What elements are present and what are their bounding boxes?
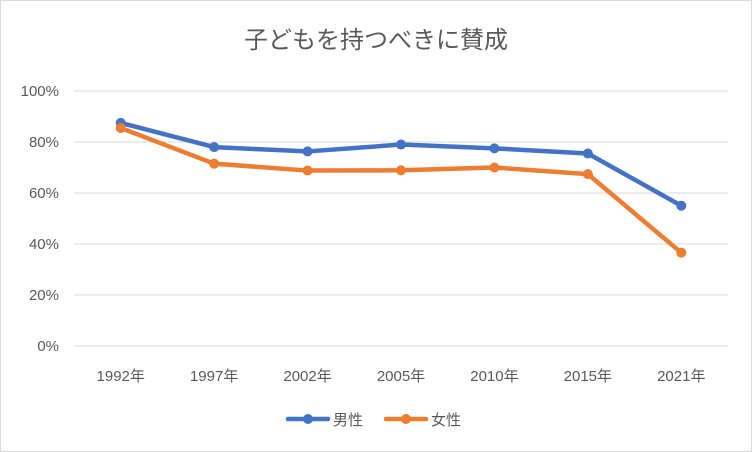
y-tick-label: 40% (29, 236, 59, 253)
x-tick-label: 2002年 (283, 368, 331, 385)
data-point (582, 169, 593, 180)
data-point (396, 165, 406, 176)
x-tick-label: 2021年 (657, 368, 705, 385)
data-point (209, 158, 220, 169)
x-tick-label: 1992年 (97, 368, 145, 385)
data-point (676, 200, 687, 211)
gridlines (74, 90, 728, 347)
x-tick-label: 2010年 (470, 368, 518, 385)
legend-item: 男性 (285, 411, 363, 429)
data-point (582, 148, 593, 159)
data-point (115, 122, 126, 133)
chart-title: 子どもを持つべきに賛成 (244, 26, 508, 54)
y-axis-ticks: 0% 20% 40% 60% 80% 100% (21, 83, 59, 355)
data-point (489, 162, 500, 173)
data-point (489, 143, 500, 154)
y-tick-label: 20% (29, 287, 59, 304)
series-layer (115, 117, 687, 258)
data-point (396, 139, 406, 150)
x-tick-label: 2015年 (564, 368, 612, 385)
legend-item: 女性 (383, 411, 461, 429)
data-point (209, 142, 220, 153)
series-2 (115, 122, 687, 258)
legend-swatch-marker (401, 414, 411, 424)
legend-label: 女性 (431, 411, 461, 429)
x-tick-label: 1997年 (190, 368, 238, 385)
data-point (302, 165, 313, 176)
y-tick-label: 100% (21, 83, 59, 100)
x-axis-ticks: 1992年 1997年 2002年 2005年 2010年 2015年 2021年 (97, 368, 706, 385)
legend-label: 男性 (333, 411, 363, 429)
data-point (302, 146, 313, 157)
series-1 (115, 117, 687, 211)
y-tick-label: 80% (29, 134, 59, 151)
data-point (676, 247, 687, 258)
x-tick-label: 2005年 (377, 368, 425, 385)
legend: 男性 女性 (285, 411, 461, 429)
y-tick-label: 60% (29, 185, 59, 202)
legend-swatch-marker (303, 414, 313, 424)
y-tick-label: 0% (37, 338, 59, 355)
